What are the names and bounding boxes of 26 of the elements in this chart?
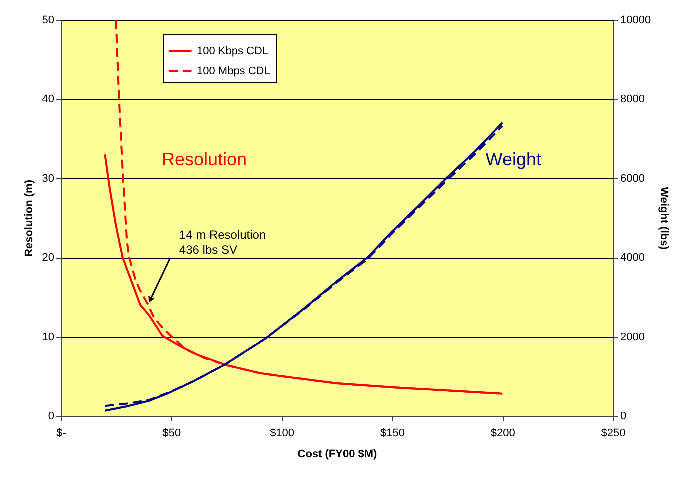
x-tick-label: $- bbox=[56, 428, 67, 440]
x-tick-label: $50 bbox=[162, 428, 182, 440]
y2-tick-label: 6000 bbox=[620, 172, 645, 185]
annotation: 14 m Resolution 436 lbs SV bbox=[179, 228, 266, 258]
y2-tick-label: 10000 bbox=[620, 14, 652, 26]
y-tick-label: 40 bbox=[42, 94, 54, 106]
y2-tick-label: 0 bbox=[620, 410, 627, 422]
y-axis-title: Resolution (m) bbox=[23, 180, 36, 257]
legend-label: 100 Mbps CDL bbox=[197, 66, 270, 78]
annotation: Weight bbox=[486, 150, 542, 170]
y2-tick-label: 8000 bbox=[620, 94, 645, 106]
annotation: Resolution bbox=[162, 150, 248, 170]
x-tick-label: $250 bbox=[601, 428, 626, 440]
x-axis-title: Cost (FY00 $M) bbox=[298, 448, 378, 460]
y-tick-label: 10 bbox=[42, 331, 54, 344]
y-tick-label: 30 bbox=[42, 172, 54, 185]
y-tick-label: 0 bbox=[48, 410, 54, 422]
x-tick-label: $150 bbox=[380, 428, 405, 440]
legend-label: 100 Kbps CDL bbox=[197, 46, 269, 58]
y2-tick-label: 4000 bbox=[620, 252, 645, 264]
x-tick-label: $100 bbox=[270, 428, 295, 440]
y2-axis-title: Weight (lbs) bbox=[658, 187, 670, 250]
y2-tick-label: 2000 bbox=[620, 331, 645, 344]
x-tick-label: $200 bbox=[490, 428, 516, 440]
y-tick-label: 50 bbox=[42, 14, 54, 26]
y-tick-label: 20 bbox=[42, 252, 54, 264]
